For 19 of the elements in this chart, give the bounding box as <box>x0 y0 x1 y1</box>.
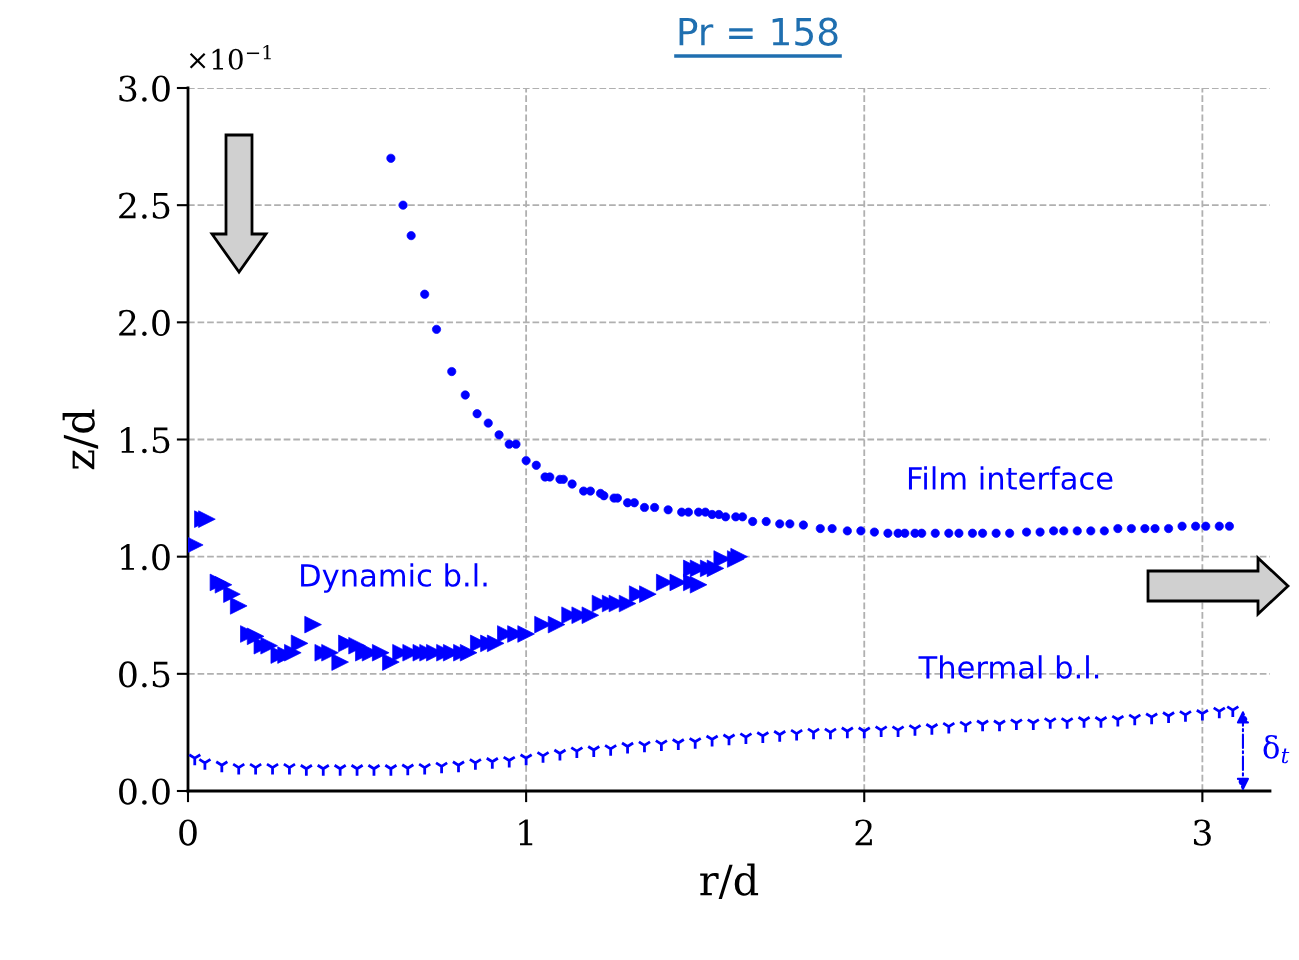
x-tick-label: 2 <box>855 819 872 846</box>
annotation: Dynamic b.l. <box>301 563 487 593</box>
y-tick-label: 1.0 <box>121 544 170 571</box>
annotation: δ$_{t}$ <box>1263 734 1290 764</box>
annotation: Film interface <box>908 466 1113 490</box>
chart-title: Pr = 158 <box>679 17 838 46</box>
y-tick-label: 2.5 <box>119 192 170 219</box>
text: ×10$^{−1}$ <box>189 44 271 70</box>
y-tick-label: 3.0 <box>119 75 170 102</box>
x-tick-label: 0 <box>179 819 197 846</box>
x-axis-title: r/d <box>700 863 759 900</box>
y-axis-title: z/d <box>62 409 99 470</box>
y-tick-label: 1.5 <box>121 426 170 454</box>
y-tick-label: 0.0 <box>119 778 170 805</box>
x-tick-label: 3 <box>1193 819 1211 846</box>
y-tick-label: 2.0 <box>119 309 170 337</box>
annotation: Thermal b.l. <box>918 655 1099 679</box>
y-tick-label: 0.5 <box>119 661 170 688</box>
x-tick-label: 1 <box>519 819 533 846</box>
